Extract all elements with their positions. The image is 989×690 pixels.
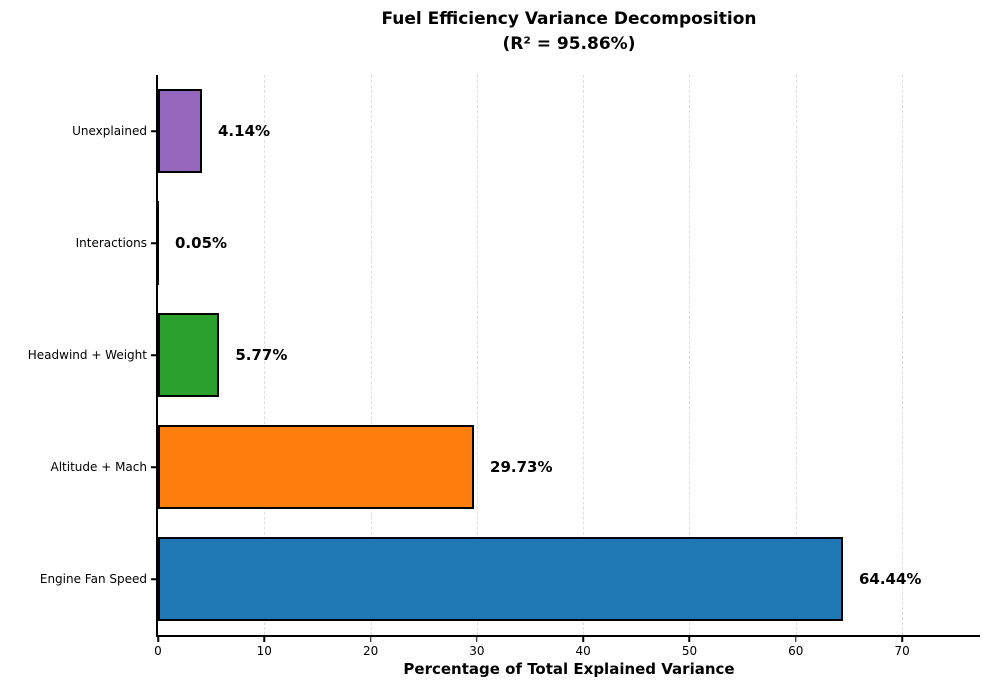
x-tick-label-70: 70 xyxy=(894,644,910,658)
x-tick-label-0: 0 xyxy=(154,644,162,658)
bar-row-headwind-weight: Headwind + Weight 5.77% xyxy=(28,299,980,411)
bar-row-engine-fan-speed: Engine Fan Speed 64.44% xyxy=(40,523,980,635)
bar-row-altitude-mach: Altitude + Mach 29.73% xyxy=(51,411,980,523)
value-label-headwind-weight: 5.77% xyxy=(235,346,288,364)
x-axis-label: Percentage of Total Explained Variance xyxy=(403,660,735,678)
chart-subtitle: (R² = 95.86%) xyxy=(502,34,636,54)
x-tick-60 xyxy=(795,637,797,642)
y-tick-unexplained xyxy=(151,130,156,132)
y-tick-engine-fan-speed xyxy=(151,578,156,580)
value-label-interactions: 0.05% xyxy=(175,234,228,252)
bar-unexplained xyxy=(158,89,202,173)
x-tick-40 xyxy=(582,637,584,642)
bar-altitude-mach xyxy=(158,425,475,509)
category-label-unexplained: Unexplained xyxy=(72,124,147,138)
x-tick-label-60: 60 xyxy=(788,644,804,658)
bar-row-unexplained: Unexplained 4.14% xyxy=(72,75,980,187)
category-label-engine-fan-speed: Engine Fan Speed xyxy=(39,572,147,586)
x-tick-20 xyxy=(369,637,372,642)
category-label-headwind-weight: Headwind + Weight xyxy=(27,348,147,362)
y-axis-spine xyxy=(156,75,158,637)
y-tick-interactions xyxy=(151,242,156,244)
category-label-altitude-mach: Altitude + Mach xyxy=(50,460,148,474)
gridline-70 xyxy=(902,75,904,635)
x-tick-30 xyxy=(476,637,478,642)
value-label-engine-fan-speed: 64.44% xyxy=(858,570,922,588)
gridline-50 xyxy=(689,75,691,635)
x-tick-70 xyxy=(901,637,903,642)
gridline-60 xyxy=(795,75,797,635)
value-label-altitude-mach: 29.73% xyxy=(490,458,553,476)
x-tick-label-50: 50 xyxy=(681,644,698,658)
bar-rows: Unexplained 4.14% Interactions 0.05% Headwin… xyxy=(28,75,980,635)
x-tick-label-20: 20 xyxy=(362,644,379,658)
gridline-30 xyxy=(476,75,478,635)
y-tick-headwind-weight xyxy=(151,354,156,356)
x-axis-spine xyxy=(156,635,980,637)
x-tick-label-30: 30 xyxy=(469,644,485,658)
bar-row-interactions: Interactions 0.05% xyxy=(76,187,980,299)
plot-area: Unexplained 4.14% Interactions 0.05% Headwin… xyxy=(28,75,980,658)
gridline-20 xyxy=(370,75,372,635)
bar-engine-fan-speed xyxy=(158,537,843,621)
chart-title: Fuel Efficiency Variance Decomposition xyxy=(381,9,757,29)
x-tick-10 xyxy=(263,637,266,642)
gridline-40 xyxy=(583,75,585,635)
value-label-unexplained: 4.14% xyxy=(218,122,271,140)
bar-headwind-weight xyxy=(158,313,220,397)
category-label-interactions: Interactions xyxy=(75,236,147,250)
x-tick-label-10: 10 xyxy=(256,644,272,658)
y-tick-altitude-mach xyxy=(151,466,156,468)
bar-interactions xyxy=(158,201,159,285)
x-tick-label-40: 40 xyxy=(575,644,591,658)
chart-title-block: Fuel Efficiency Variance Decomposition (… xyxy=(158,7,980,57)
gridline-10 xyxy=(264,75,266,635)
x-tick-50 xyxy=(688,637,691,642)
x-tick-0 xyxy=(157,637,159,642)
